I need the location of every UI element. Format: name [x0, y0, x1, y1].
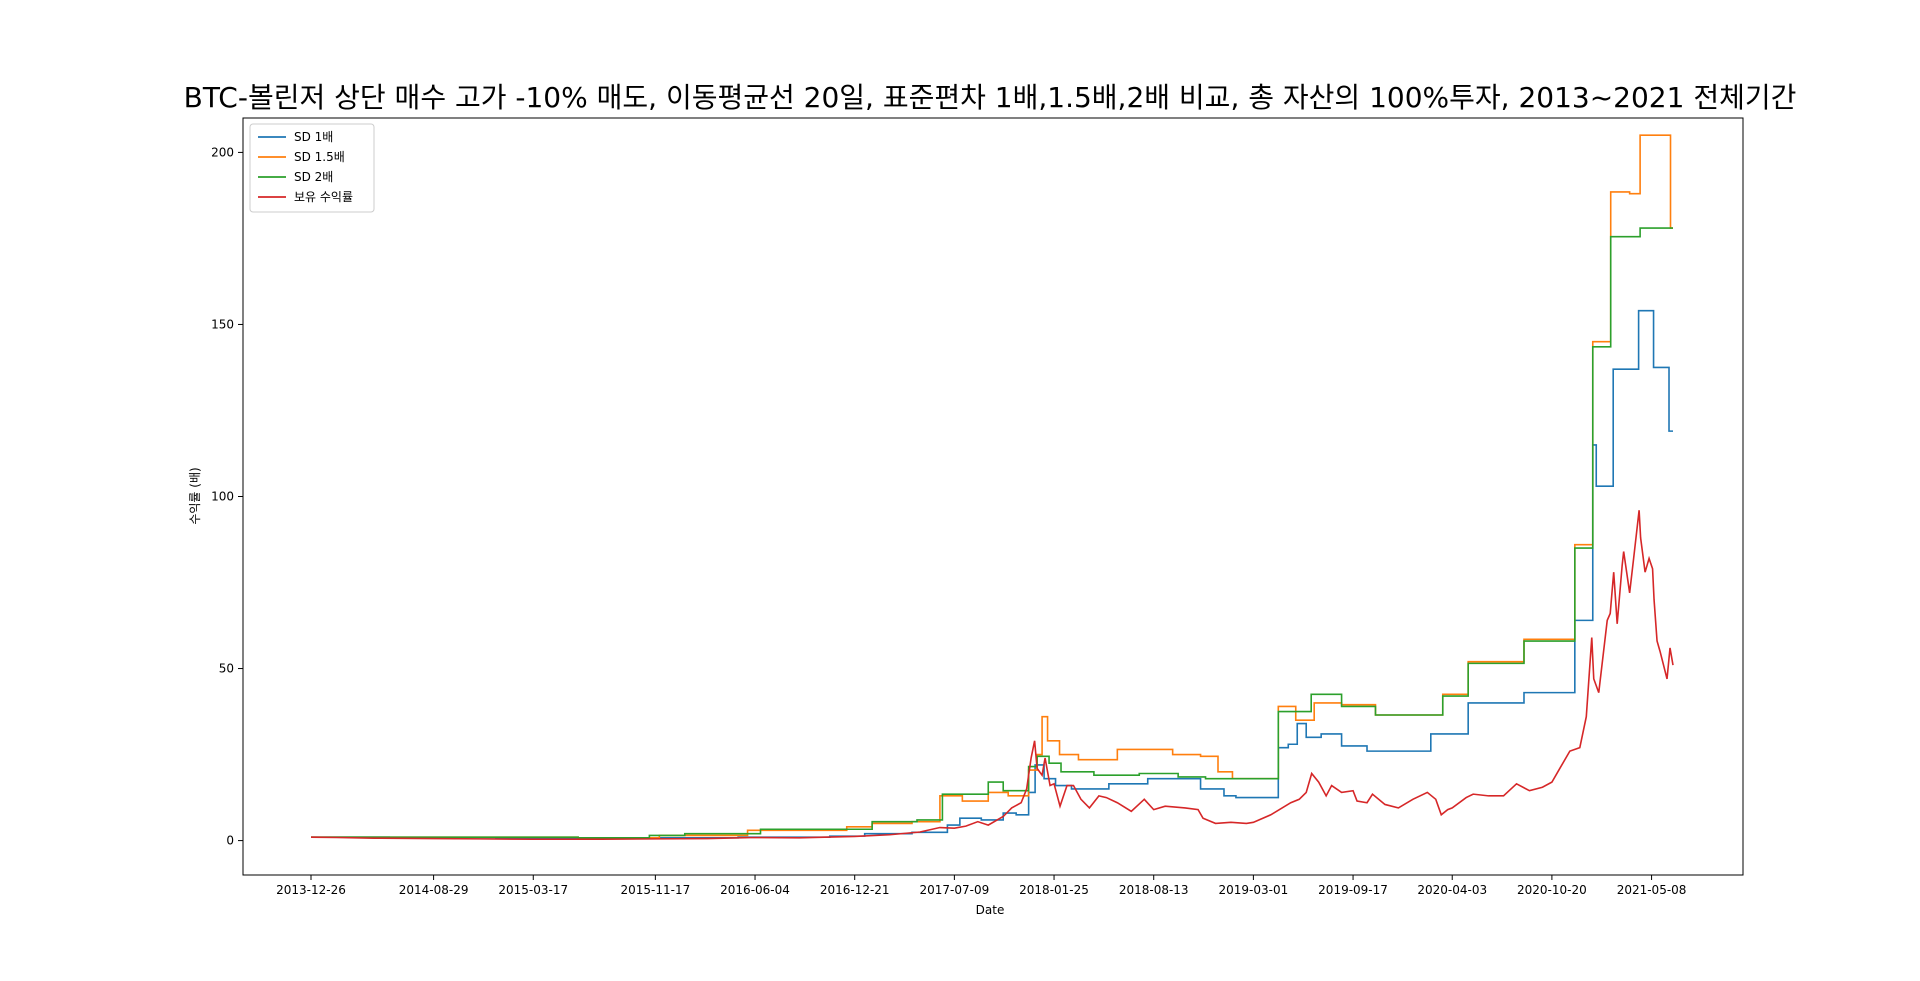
x-tick-label: 2014-08-29 [399, 883, 469, 897]
legend-entry: SD 2배 [294, 170, 333, 184]
x-tick-label: 2015-11-17 [620, 883, 690, 897]
legend-box [249, 123, 375, 213]
x-tick-label: 2018-08-13 [1119, 883, 1189, 897]
x-axis: 2013-12-26 2014-08-29 2015-03-17 2015-11-17… [276, 875, 1686, 897]
y-tick-label: 50 [219, 662, 234, 676]
x-tick-label: 2018-01-25 [1019, 883, 1089, 897]
x-tick-label: 2013-12-26 [276, 883, 346, 897]
y-axis-label: 수익률 (배) [188, 467, 202, 524]
x-tick-label: 2020-04-03 [1417, 883, 1487, 897]
y-tick-label: 0 [226, 834, 234, 848]
legend-entry: 보유 수익률 [294, 190, 353, 204]
legend-entry: SD 1.5배 [294, 150, 345, 164]
x-axis-label: Date [976, 903, 1005, 917]
series-line-4 [310, 510, 1674, 841]
x-tick-label: 2017-07-09 [919, 883, 989, 897]
plot-frame [242, 117, 1744, 876]
x-tick-label: 2016-06-04 [720, 883, 790, 897]
x-tick-label: 2021-05-08 [1617, 883, 1687, 897]
x-tick-label: 2016-12-21 [820, 883, 890, 897]
x-tick-label: 2015-03-17 [498, 883, 568, 897]
x-tick-label: 2019-03-01 [1219, 883, 1289, 897]
series-layer [310, 134, 1674, 841]
legend-entry: SD 1배 [294, 130, 333, 144]
y-tick-label: 200 [211, 145, 234, 159]
x-tick-label: 2019-09-17 [1318, 883, 1388, 897]
y-tick-label: 100 [211, 490, 234, 504]
chart-title: BTC-볼린저 상단 매수 고가 -10% 매도, 이동평균선 20일, 표준편… [184, 81, 1797, 114]
y-tick-label: 150 [211, 317, 234, 331]
y-axis: 0 50 100 150 200 [211, 145, 243, 848]
x-tick-label: 2020-10-20 [1517, 883, 1587, 897]
series-line-1 [311, 309, 1673, 839]
series-line-3 [311, 227, 1673, 839]
